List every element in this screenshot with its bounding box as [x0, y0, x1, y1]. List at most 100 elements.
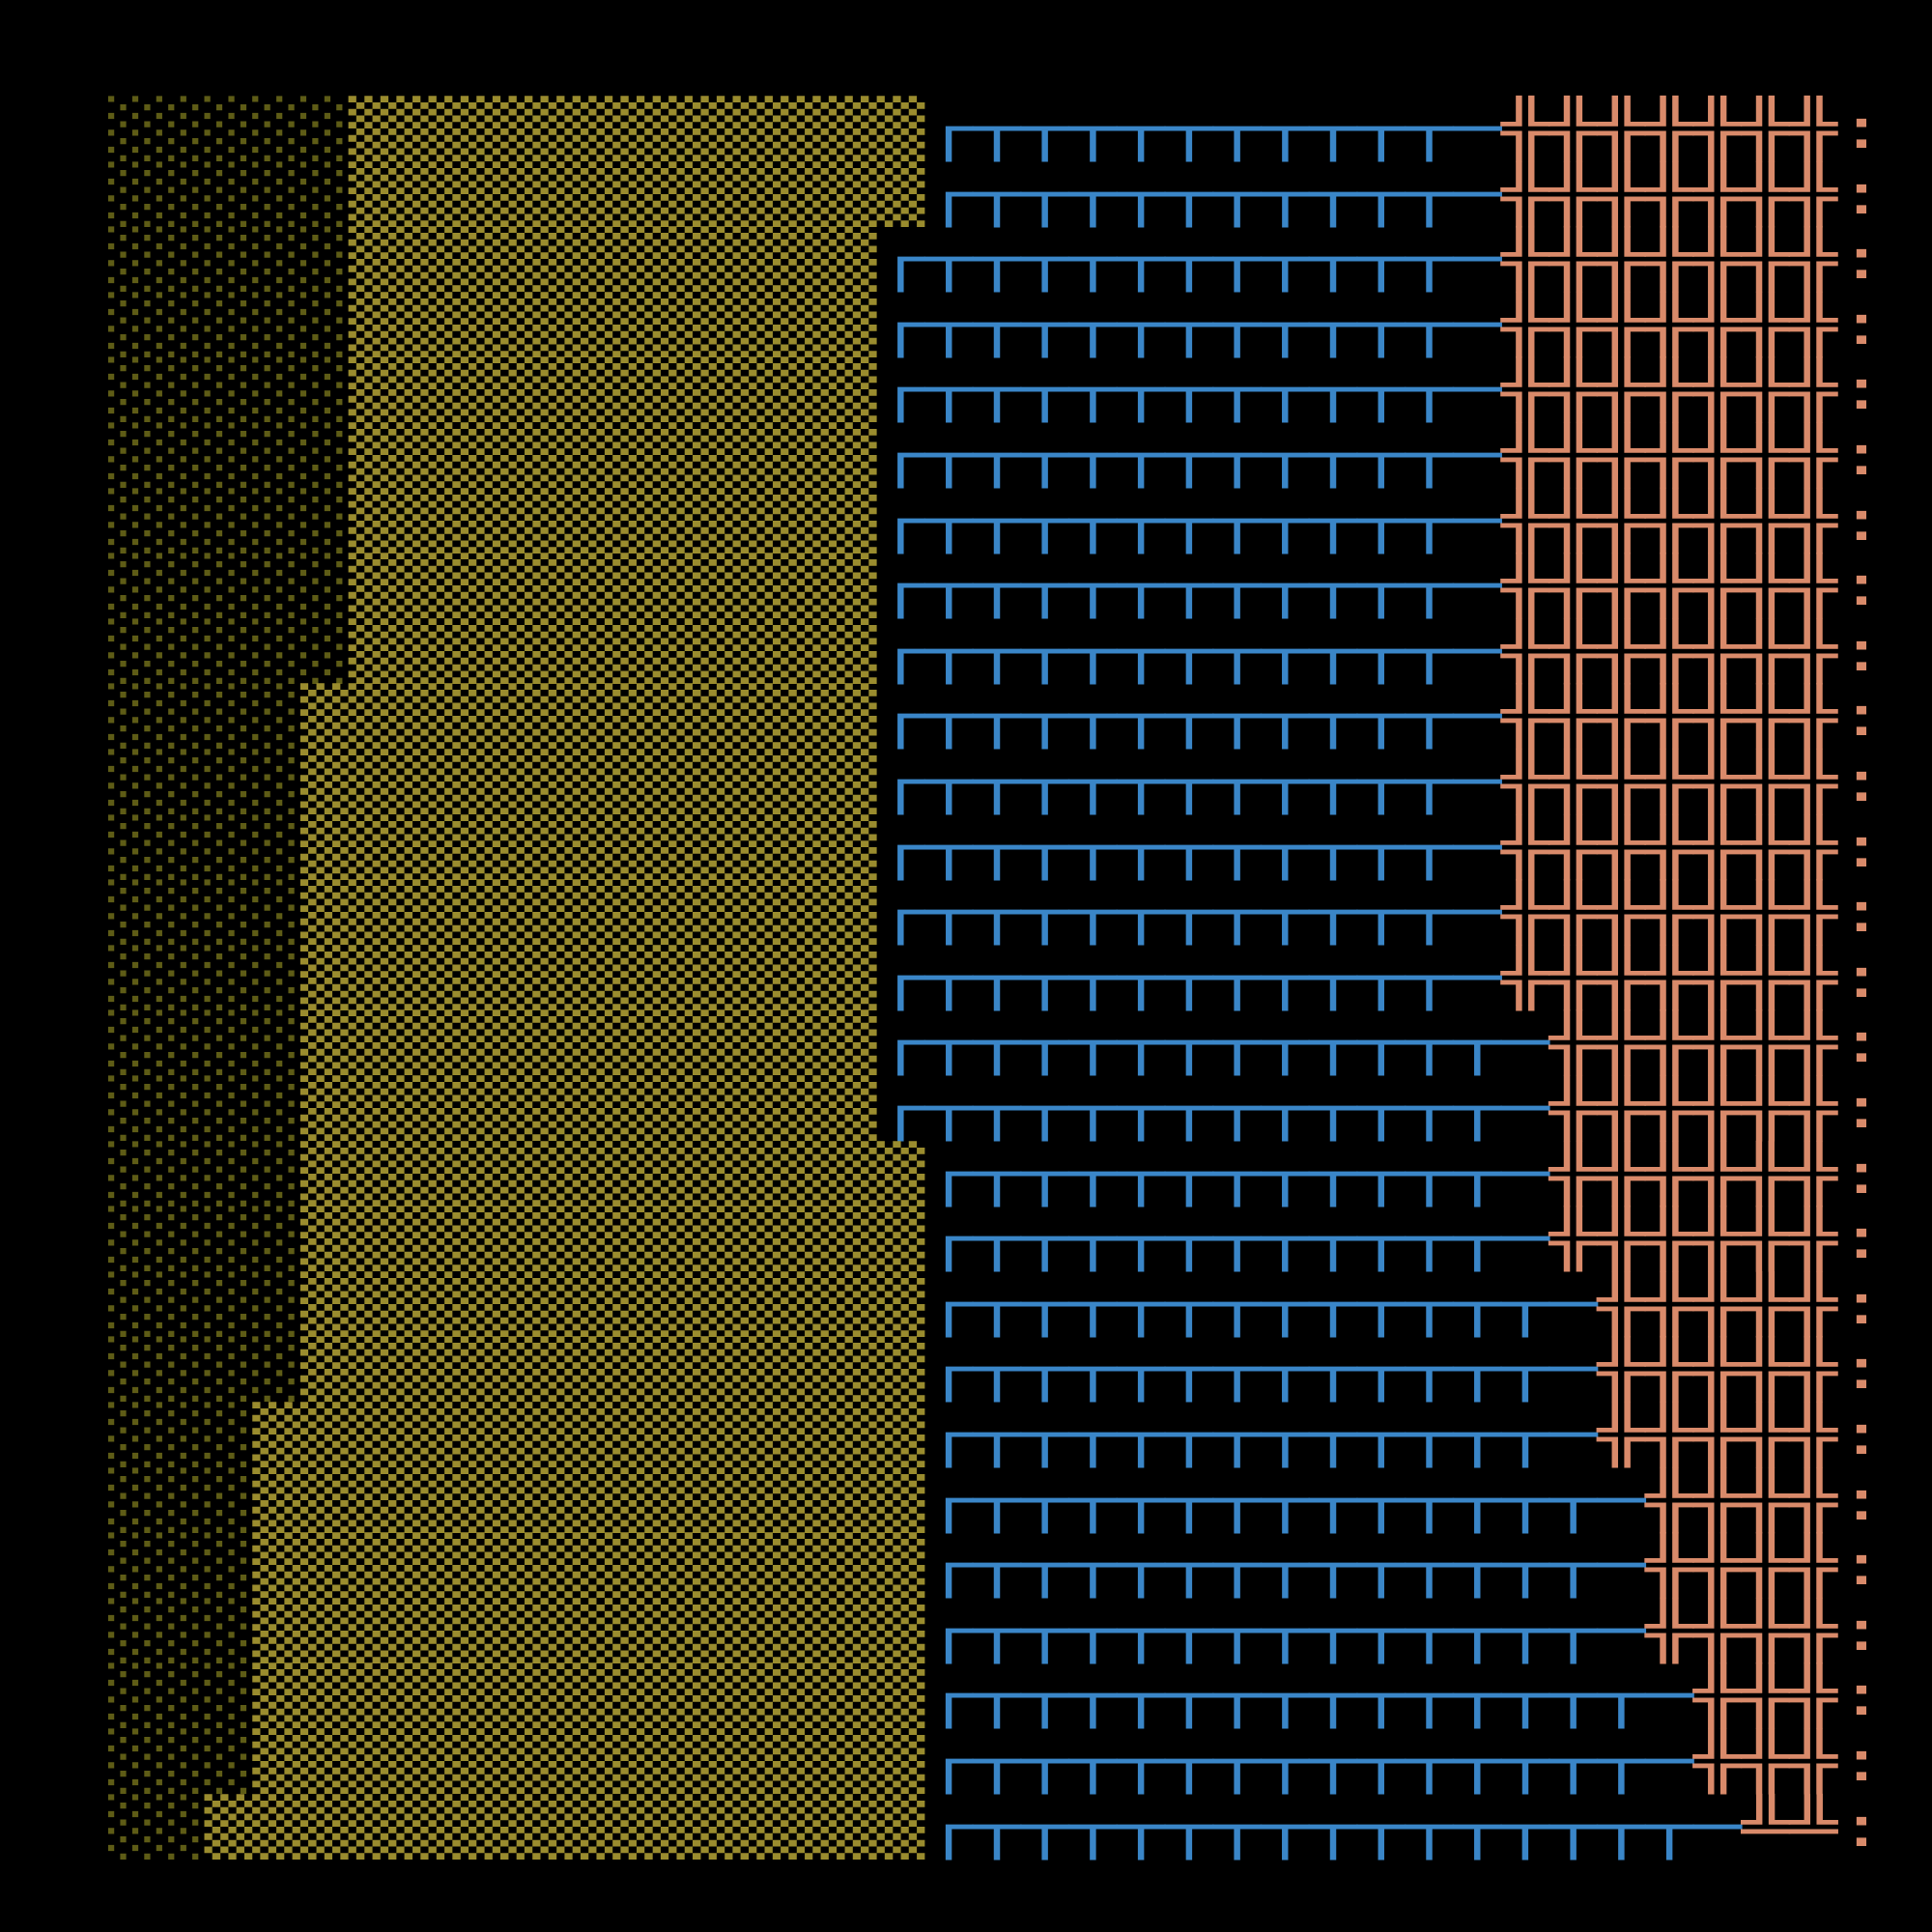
dim-glyphs: ░░	[108, 1794, 205, 1860]
box-glyphs: ┌┬┬┬┬┬┬┬┬┬┬┬┬─	[924, 1403, 1598, 1468]
text-row: ░░░░▒▒▒▒▒▒▒▒▒▒▒▒┌┬┬┬┬┬┬┬┬┬┬┬─╬╬╬╬╬╬╬:	[108, 946, 1886, 1010]
cross-glyphs: ╬╬╬╬╬╬╬	[1501, 97, 1838, 162]
cross-glyphs: ╩╩	[1741, 1794, 1838, 1860]
cross-glyphs: ╬╬╬╬╬	[1597, 1271, 1838, 1337]
cross-glyphs: ╬╬╬╬╬╬╬	[1501, 357, 1838, 423]
text-row: ░░░░░▒▒▒▒▒▒▒▒▒▒▒▒┌┬┬┬┬┬┬┬┬┬┬─╬╬╬╬╬╬╬:	[108, 97, 1886, 161]
dim-glyphs: ░░░░░	[108, 292, 349, 357]
cross-glyphs: ╬╬╬╬╬╬╬	[1501, 618, 1838, 684]
shade-glyphs: ▒▒▒▒▒▒▒▒▒▒▒	[348, 227, 877, 293]
end-glyphs: :	[1837, 1337, 1886, 1403]
text-row: ░░░░░▒▒▒▒▒▒▒▒▒▒▒┌┬┬┬┬┬┬┬┬┬┬┬─╬╬╬╬╬╬╬:	[108, 227, 1886, 292]
shade-glyphs: ▒▒▒▒▒▒▒▒▒▒▒▒▒▒	[252, 1533, 925, 1599]
end-glyphs: :	[1837, 618, 1886, 684]
box-glyphs: ┌┬┬┬┬┬┬┬┬┬┬─	[924, 97, 1502, 162]
dim-glyphs: ░░░░	[108, 1337, 300, 1403]
shade-glyphs: ▒▒▒▒▒▒▒▒▒▒▒▒	[299, 750, 877, 815]
cross-glyphs: ╬╬╬╬╬╬	[1548, 1076, 1838, 1142]
end-glyphs: :	[1837, 945, 1886, 1010]
text-row: ░░░░▒▒▒▒▒▒▒▒▒▒▒▒▒┌┬┬┬┬┬┬┬┬┬┬┬─╬╬╬╬╬╬:	[108, 1142, 1886, 1207]
end-glyphs: :	[1837, 292, 1886, 357]
cross-glyphs: ╬╬╬╬╬╬╬	[1501, 880, 1838, 946]
box-glyphs: ┌┬┬┬┬┬┬┬┬┬┬┬┬┬─	[924, 1467, 1646, 1533]
shade-glyphs: ▒▒▒▒▒▒▒▒▒▒▒▒▒	[299, 1207, 925, 1272]
text-row: ░░░░▒▒▒▒▒▒▒▒▒▒▒▒▒┌┬┬┬┬┬┬┬┬┬┬┬┬─╬╬╬╬╬:	[108, 1337, 1886, 1402]
box-glyphs: ┌┬┬┬┬┬┬┬┬┬┬┬─	[876, 357, 1502, 423]
shade-glyphs: ▒▒▒▒▒▒▒▒▒▒▒▒▒▒	[252, 1467, 925, 1533]
text-row: ░░░░▒▒▒▒▒▒▒▒▒▒▒▒┌┬┬┬┬┬┬┬┬┬┬┬─╬╬╬╬╬╬╬:	[108, 684, 1886, 749]
cross-glyphs: ╬╬╬╬	[1645, 1467, 1838, 1533]
text-row: ░░░▒▒▒▒▒▒▒▒▒▒▒▒▒▒┌┬┬┬┬┬┬┬┬┬┬┬┬┬─╬╬╬╬:	[108, 1599, 1886, 1663]
end-glyphs: :	[1837, 880, 1886, 946]
text-row: ░░░░░▒▒▒▒▒▒▒▒▒▒▒┌┬┬┬┬┬┬┬┬┬┬┬─╬╬╬╬╬╬╬:	[108, 619, 1886, 684]
box-glyphs: ┌┬┬┬┬┬┬┬┬┬┬┬─	[924, 1207, 1549, 1272]
text-row: ░░▒▒▒▒▒▒▒▒▒▒▒▒▒▒▒┌┬┬┬┬┬┬┬┬┬┬┬┬┬┬┬─╩╩:	[108, 1795, 1886, 1860]
cross-glyphs: ╬╬╬╬╬╬╬	[1501, 292, 1838, 357]
dim-glyphs: ░░░	[108, 1598, 253, 1663]
dim-glyphs: ░░░	[108, 1403, 253, 1468]
end-glyphs: :	[1837, 1271, 1886, 1337]
dim-glyphs: ░░░░░	[108, 618, 349, 684]
box-glyphs: ┌┬┬┬┬┬┬┬┬┬┬┬─	[876, 750, 1502, 815]
end-glyphs: :	[1837, 357, 1886, 423]
dim-glyphs: ░░░░░	[108, 423, 349, 489]
text-row: ░░░▒▒▒▒▒▒▒▒▒▒▒▒▒▒┌┬┬┬┬┬┬┬┬┬┬┬┬┬┬─╬╬╬:	[108, 1729, 1886, 1794]
cross-glyphs: ╬╬╬	[1692, 1729, 1838, 1795]
dim-glyphs: ░░░░░	[108, 227, 349, 293]
cross-glyphs: ╬╬╬╬╬╬╬	[1501, 750, 1838, 815]
end-glyphs: :	[1837, 1794, 1886, 1860]
shade-glyphs: ▒▒▒▒▒▒▒▒▒▒▒▒▒	[299, 1141, 925, 1207]
end-glyphs: :	[1837, 1207, 1886, 1272]
box-glyphs: ┌┬┬┬┬┬┬┬┬┬┬┬─	[876, 292, 1502, 357]
dim-glyphs: ░░░░	[108, 1010, 300, 1076]
dim-glyphs: ░░░░	[108, 880, 300, 946]
shade-glyphs: ▒▒▒▒▒▒▒▒▒▒▒▒▒▒▒	[204, 1794, 925, 1860]
end-glyphs: :	[1837, 814, 1886, 880]
box-glyphs: ┌┬┬┬┬┬┬┬┬┬┬┬─	[876, 684, 1502, 750]
dim-glyphs: ░░░	[108, 1729, 253, 1795]
box-glyphs: ┌┬┬┬┬┬┬┬┬┬┬┬┬┬┬─	[924, 1663, 1693, 1729]
dim-glyphs: ░░░░	[108, 1271, 300, 1337]
box-glyphs: ┌┬┬┬┬┬┬┬┬┬┬┬┬┬┬┬─	[924, 1794, 1742, 1860]
cross-glyphs: ╬╬╬╬╬╬	[1548, 1010, 1838, 1076]
shade-glyphs: ▒▒▒▒▒▒▒▒▒▒▒▒	[299, 814, 877, 880]
text-row: ░░░░▒▒▒▒▒▒▒▒▒▒▒▒┌┬┬┬┬┬┬┬┬┬┬┬┬─╬╬╬╬╬╬:	[108, 1076, 1886, 1141]
shade-glyphs: ▒▒▒▒▒▒▒▒▒▒▒	[348, 423, 877, 489]
end-glyphs: :	[1837, 1467, 1886, 1533]
box-glyphs: ┌┬┬┬┬┬┬┬┬┬┬┬┬─	[876, 1010, 1549, 1076]
text-row: ░░░░▒▒▒▒▒▒▒▒▒▒▒▒┌┬┬┬┬┬┬┬┬┬┬┬─╬╬╬╬╬╬╬:	[108, 880, 1886, 945]
end-glyphs: :	[1837, 488, 1886, 554]
box-glyphs: ┌┬┬┬┬┬┬┬┬┬┬┬┬─	[924, 1337, 1598, 1403]
end-glyphs: :	[1837, 1663, 1886, 1729]
box-glyphs: ┌┬┬┬┬┬┬┬┬┬┬┬─	[876, 945, 1502, 1010]
box-glyphs: ┌┬┬┬┬┬┬┬┬┬┬┬─	[876, 880, 1502, 946]
box-glyphs: ┌┬┬┬┬┬┬┬┬┬┬┬─	[924, 1141, 1549, 1207]
shade-glyphs: ▒▒▒▒▒▒▒▒▒▒▒▒	[299, 945, 877, 1010]
box-glyphs: ┌┬┬┬┬┬┬┬┬┬┬┬─	[876, 423, 1502, 489]
shade-glyphs: ▒▒▒▒▒▒▒▒▒▒▒▒▒▒	[252, 1403, 925, 1468]
cross-glyphs: ╬╬╬	[1692, 1663, 1838, 1729]
end-glyphs: :	[1837, 1533, 1886, 1599]
cross-glyphs: ╬╬╬╬╬╬╬	[1501, 488, 1838, 554]
shade-glyphs: ▒▒▒▒▒▒▒▒▒▒▒▒	[299, 1010, 877, 1076]
end-glyphs: :	[1837, 1598, 1886, 1663]
shade-glyphs: ▒▒▒▒▒▒▒▒▒▒▒	[348, 292, 877, 357]
end-glyphs: :	[1837, 554, 1886, 619]
dim-glyphs: ░░░░	[108, 814, 300, 880]
dim-glyphs: ░░░░░	[108, 554, 349, 619]
shade-glyphs: ▒▒▒▒▒▒▒▒▒▒▒▒	[299, 1076, 877, 1142]
box-glyphs: ┌┬┬┬┬┬┬┬┬┬┬┬─	[876, 227, 1502, 293]
cross-glyphs: ╬╬╬╬╬╬╬	[1501, 554, 1838, 619]
shade-glyphs: ▒▒▒▒▒▒▒▒▒▒▒▒	[299, 684, 877, 750]
cross-glyphs: ╬╬╬╬╬╬	[1548, 1141, 1838, 1207]
cross-glyphs: ╬╬╬╬╬	[1597, 1337, 1838, 1403]
text-row: ░░░░░▒▒▒▒▒▒▒▒▒▒▒┌┬┬┬┬┬┬┬┬┬┬┬─╬╬╬╬╬╬╬:	[108, 423, 1886, 488]
end-glyphs: :	[1837, 1076, 1886, 1142]
cross-glyphs: ╬╬╬╬╬╬╬	[1501, 814, 1838, 880]
end-glyphs: :	[1837, 750, 1886, 815]
shade-glyphs: ▒▒▒▒▒▒▒▒▒▒▒▒▒	[299, 1337, 925, 1403]
cross-glyphs: ╬╬╬╬╬╬╬	[1501, 684, 1838, 750]
box-glyphs: ┌┬┬┬┬┬┬┬┬┬┬┬─	[876, 554, 1502, 619]
shade-glyphs: ▒▒▒▒▒▒▒▒▒▒▒▒▒▒	[252, 1663, 925, 1729]
